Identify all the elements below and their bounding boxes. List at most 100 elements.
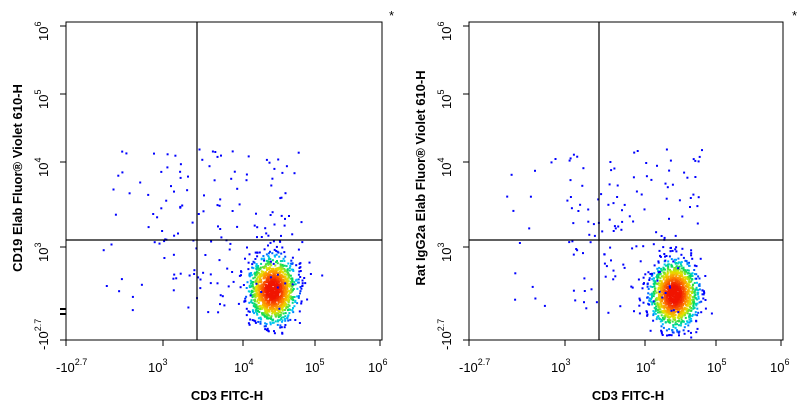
event-point — [676, 277, 679, 280]
event-point — [272, 321, 275, 324]
event-point — [656, 279, 659, 282]
event-point — [686, 299, 689, 302]
event-point — [286, 317, 289, 320]
event-point — [675, 270, 678, 272]
event-point — [672, 298, 675, 301]
event-point — [140, 283, 143, 286]
event-point — [265, 259, 268, 262]
event-point — [663, 263, 666, 266]
event-point — [667, 268, 670, 271]
event-point — [672, 325, 675, 328]
event-point — [260, 258, 263, 261]
event-point — [262, 270, 265, 273]
event-point — [266, 327, 269, 330]
event-point — [286, 296, 289, 299]
event-point — [660, 275, 663, 278]
event-point — [668, 328, 671, 331]
event-point — [254, 251, 257, 254]
event-point — [675, 272, 678, 275]
event-point — [263, 267, 266, 269]
event-point — [694, 288, 697, 291]
event-point — [268, 271, 271, 274]
event-point — [262, 300, 265, 303]
event-point — [270, 264, 273, 267]
event-point — [595, 301, 598, 304]
event-point — [274, 314, 277, 317]
event-point — [683, 297, 686, 300]
event-point — [269, 308, 272, 310]
event-point — [229, 242, 232, 245]
event-point — [583, 277, 586, 280]
event-point — [265, 323, 268, 325]
event-point — [255, 212, 257, 215]
event-point — [295, 264, 298, 267]
event-point — [660, 325, 663, 328]
event-point — [258, 279, 261, 282]
event-point — [267, 277, 270, 280]
event-point — [260, 307, 263, 309]
event-point — [692, 307, 695, 310]
event-point — [293, 296, 296, 298]
event-point — [671, 183, 674, 186]
event-point — [298, 270, 301, 273]
event-point — [265, 310, 268, 313]
event-point — [276, 298, 279, 300]
event-point — [250, 285, 253, 288]
event-point — [672, 300, 675, 303]
event-point — [253, 224, 256, 227]
event-point — [656, 278, 659, 281]
event-point — [579, 203, 582, 206]
event-point — [668, 255, 671, 258]
event-point — [679, 291, 682, 294]
event-point — [660, 280, 663, 283]
event-point — [267, 329, 270, 332]
event-point — [681, 298, 684, 301]
event-point — [687, 287, 690, 289]
event-point — [670, 274, 673, 277]
event-point — [696, 293, 699, 296]
event-point — [698, 284, 701, 286]
event-point — [685, 285, 688, 288]
event-point — [274, 268, 277, 271]
event-point — [272, 299, 275, 302]
event-point — [677, 286, 680, 289]
event-point — [279, 265, 282, 268]
event-point — [661, 282, 664, 285]
event-point — [278, 272, 281, 275]
event-point — [534, 169, 536, 172]
event-point — [669, 300, 672, 303]
event-point — [278, 301, 281, 304]
left-y-tick-label: 105 — [33, 90, 51, 109]
event-point — [273, 248, 276, 251]
event-point — [675, 310, 678, 313]
right-x-tick-label: -102.7 — [459, 357, 490, 375]
event-point — [666, 270, 669, 273]
left-x-axis: -102.7 103 104 105 106 CD3 FITC-H — [56, 340, 387, 403]
event-point — [680, 264, 683, 267]
event-point — [269, 214, 272, 216]
event-point — [253, 312, 256, 315]
event-point — [237, 302, 240, 305]
event-point — [280, 214, 283, 217]
event-point — [638, 304, 641, 307]
event-point — [281, 271, 284, 274]
event-point — [689, 306, 692, 309]
event-point — [693, 264, 696, 267]
event-point — [646, 313, 649, 316]
event-point — [657, 296, 660, 298]
event-point — [233, 170, 236, 173]
event-point — [288, 299, 291, 302]
event-point — [646, 314, 649, 317]
event-point — [271, 321, 274, 324]
event-point — [659, 272, 662, 275]
event-point — [270, 289, 273, 292]
event-point — [671, 320, 674, 323]
event-point — [266, 284, 269, 287]
event-point — [666, 307, 669, 310]
event-point — [601, 230, 604, 233]
event-point — [254, 286, 257, 289]
event-point — [665, 148, 668, 151]
event-point — [576, 155, 579, 158]
event-point — [695, 265, 698, 268]
event-point — [657, 288, 660, 291]
